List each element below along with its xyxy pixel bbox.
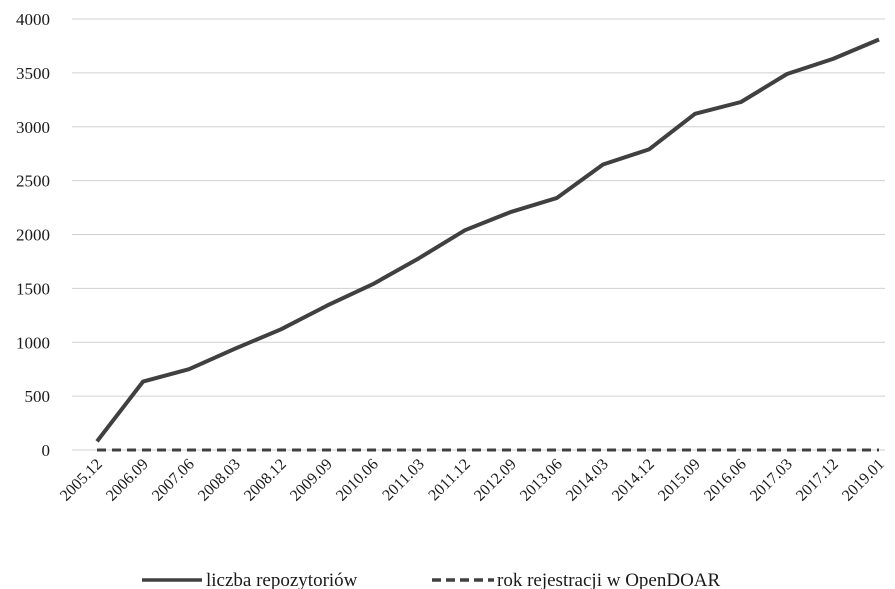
x-tick-label: 2011.12 bbox=[425, 456, 473, 504]
x-tick-label: 2016.06 bbox=[701, 456, 750, 505]
y-tick-label: 2000 bbox=[16, 226, 50, 245]
y-tick-label: 4000 bbox=[16, 10, 50, 29]
x-tick-label: 2014.03 bbox=[563, 456, 612, 505]
x-tick-label: 2006.09 bbox=[103, 456, 152, 505]
y-tick-label: 3000 bbox=[16, 118, 50, 137]
x-tick-label: 2009.09 bbox=[287, 456, 336, 505]
legend: liczba repozytoriów rok rejestracji w Op… bbox=[142, 570, 721, 589]
x-tick-label: 2019.01 bbox=[839, 456, 888, 505]
y-tick-label: 1000 bbox=[16, 333, 50, 352]
x-tick-label: 2008.12 bbox=[241, 456, 290, 505]
x-tick-label: 2011.03 bbox=[379, 456, 427, 504]
y-axis-tick-labels: 0 500 1000 1500 2000 2500 3000 3500 4000 bbox=[16, 10, 50, 460]
x-tick-label: 2017.12 bbox=[793, 456, 842, 505]
legend-label-rok-rejestracji: rok rejestracji w OpenDOAR bbox=[497, 570, 721, 589]
series-line-0 bbox=[95, 37, 880, 443]
x-tick-label: 2008.03 bbox=[195, 456, 244, 505]
x-tick-label: 2007.06 bbox=[149, 456, 198, 505]
x-tick-label: 2014.12 bbox=[609, 456, 658, 505]
x-tick-label: 2012.09 bbox=[471, 456, 520, 505]
x-tick-label: 2015.09 bbox=[655, 456, 704, 505]
y-tick-label: 2500 bbox=[16, 172, 50, 191]
x-tick-label: 2017.03 bbox=[747, 456, 796, 505]
y-tick-label: 1500 bbox=[16, 279, 50, 298]
x-tick-label: 2005.12 bbox=[57, 456, 106, 505]
legend-label-liczba-repozytoriow: liczba repozytoriów bbox=[206, 570, 358, 589]
series-lines bbox=[95, 37, 880, 452]
y-tick-label: 3500 bbox=[16, 64, 50, 83]
x-axis-tick-labels: 2005.122006.092007.062008.032008.122009.… bbox=[57, 456, 888, 505]
y-tick-label: 0 bbox=[42, 441, 51, 460]
x-tick-label: 2010.06 bbox=[333, 456, 382, 505]
gridlines bbox=[72, 18, 885, 451]
y-tick-label: 500 bbox=[25, 387, 51, 406]
x-tick-label: 2013.06 bbox=[517, 456, 566, 505]
